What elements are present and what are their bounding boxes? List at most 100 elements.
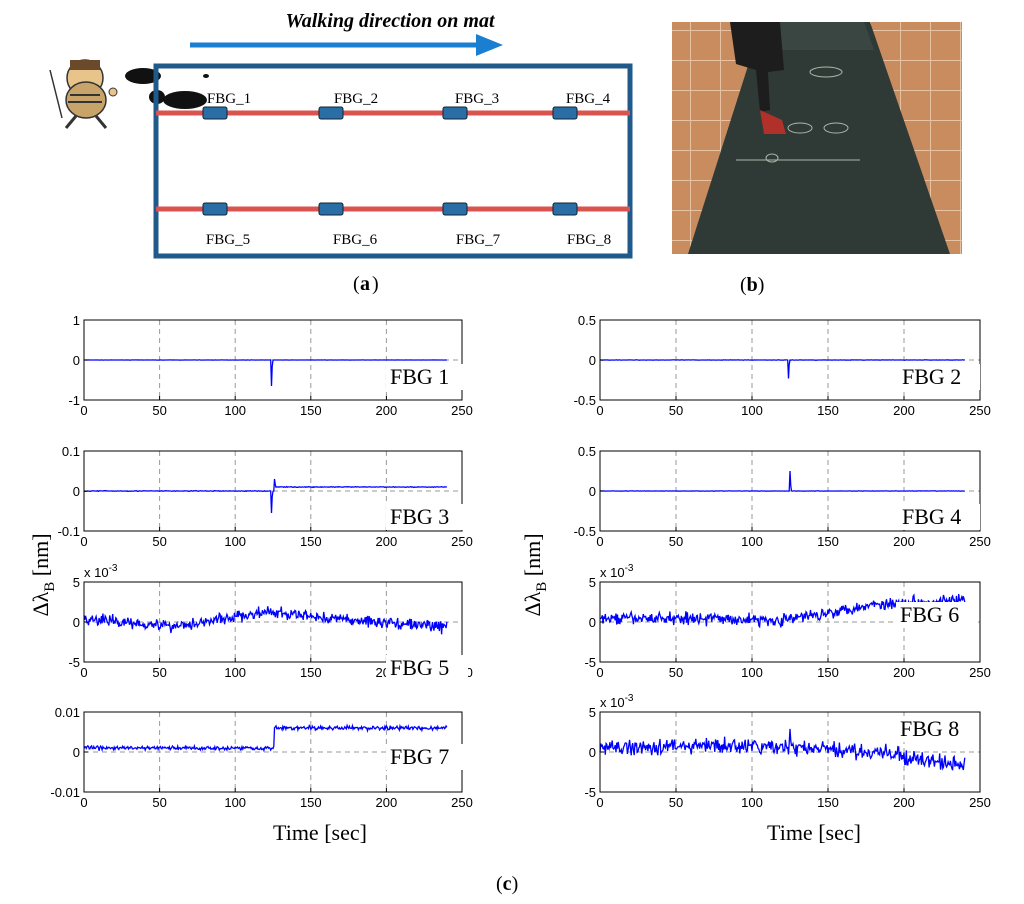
x-tick-label: 250 bbox=[451, 534, 473, 549]
y-tick-label: 0 bbox=[73, 745, 80, 760]
label-bg bbox=[896, 716, 978, 742]
series-label: FBG 2 bbox=[902, 364, 961, 389]
series-label: FBG 6 bbox=[900, 602, 959, 627]
x-tick-label: 200 bbox=[893, 665, 915, 680]
y-tick-label: -0.01 bbox=[50, 785, 80, 800]
label-fbg-1: FBG_1 bbox=[207, 91, 251, 107]
x-tick-label: 50 bbox=[669, 403, 683, 418]
y-exponent: x 10-3 bbox=[600, 563, 634, 580]
svg-text:a: a bbox=[360, 273, 370, 295]
mat-outline bbox=[153, 63, 633, 259]
y-tick-label: 0 bbox=[73, 615, 80, 630]
footprints-icon bbox=[125, 68, 209, 109]
x-tick-label: 150 bbox=[817, 795, 839, 810]
x-tick-label: 100 bbox=[741, 534, 763, 549]
x-tick-label: 150 bbox=[300, 795, 322, 810]
grating-fbg-8 bbox=[552, 202, 578, 216]
x-tick-label: 200 bbox=[376, 534, 398, 549]
gratings-bottom bbox=[202, 202, 578, 216]
y-tick-label: -1 bbox=[68, 393, 80, 408]
caption-c: (c) bbox=[496, 873, 518, 895]
label-fbg-8: FBG_8 bbox=[567, 232, 611, 248]
label-bg bbox=[386, 655, 468, 681]
x-tick-label: 50 bbox=[152, 403, 166, 418]
x-tick-label: 50 bbox=[669, 665, 683, 680]
signal-line bbox=[599, 470, 965, 492]
grating-fbg-5 bbox=[202, 202, 228, 216]
walking-direction-title: Walking direction on mat bbox=[285, 10, 496, 32]
x-tick-label: 0 bbox=[596, 665, 603, 680]
svg-text:(: ( bbox=[353, 273, 360, 295]
x-tick-label: 250 bbox=[451, 795, 473, 810]
x-tick-label: 150 bbox=[817, 665, 839, 680]
series-label: FBG 3 bbox=[390, 504, 449, 529]
grating-fbg-4 bbox=[552, 106, 578, 120]
x-tick-label: 150 bbox=[817, 403, 839, 418]
y-tick-label: 5 bbox=[73, 575, 80, 590]
series-label: FBG 7 bbox=[390, 744, 449, 769]
y-tick-label: -0.1 bbox=[58, 524, 80, 539]
y-tick-label: 5 bbox=[589, 705, 596, 720]
y-tick-label: 0.1 bbox=[62, 444, 80, 459]
y-tick-label: -5 bbox=[68, 655, 80, 670]
x-tick-label: 150 bbox=[817, 534, 839, 549]
x-tick-label: 100 bbox=[741, 665, 763, 680]
signal-line bbox=[83, 606, 448, 635]
y-tick-label: 0 bbox=[589, 353, 596, 368]
y-tick-label: 1 bbox=[73, 313, 80, 328]
caption-a: ( a ) bbox=[353, 273, 379, 295]
x-tick-label: 250 bbox=[969, 403, 991, 418]
x-tick-label: 200 bbox=[893, 795, 915, 810]
x-tick-label: 50 bbox=[152, 665, 166, 680]
x-tick-label: 250 bbox=[969, 795, 991, 810]
y-tick-label: -5 bbox=[584, 785, 596, 800]
x-tick-label: 0 bbox=[80, 534, 87, 549]
label-bg bbox=[898, 364, 980, 390]
y-exponent: x 10-3 bbox=[600, 693, 634, 710]
x-tick-label: 0 bbox=[596, 403, 603, 418]
grating-fbg-3 bbox=[442, 106, 468, 120]
y-tick-label: 0.01 bbox=[55, 705, 80, 720]
grating-fbg-2 bbox=[318, 106, 344, 120]
x-tick-label: 50 bbox=[152, 795, 166, 810]
gratings-top bbox=[202, 106, 578, 120]
x-tick-label: 0 bbox=[80, 795, 87, 810]
label-bg bbox=[896, 602, 978, 628]
x-tick-label: 100 bbox=[741, 403, 763, 418]
x-tick-label: 50 bbox=[669, 534, 683, 549]
direction-arrow bbox=[190, 34, 503, 56]
x-tick-label: 250 bbox=[969, 534, 991, 549]
y-tick-label: 0 bbox=[589, 615, 596, 630]
series-label: FBG 8 bbox=[900, 716, 959, 741]
x-tick-label: 50 bbox=[669, 795, 683, 810]
panel-a: Walking direction on mat bbox=[49, 10, 633, 295]
x-tick-label: 0 bbox=[596, 795, 603, 810]
x-tick-label: 200 bbox=[376, 795, 398, 810]
y-tick-label: 0 bbox=[589, 745, 596, 760]
grating-fbg-1 bbox=[202, 106, 228, 120]
x-tick-label: 0 bbox=[596, 534, 603, 549]
xlabel-right: Time [sec] bbox=[767, 820, 861, 845]
x-tick-label: 0 bbox=[80, 403, 87, 418]
ylabel-left: ΔλB [nm] bbox=[28, 533, 58, 616]
sensing-mat-photo bbox=[688, 22, 950, 254]
ylabel-right: ΔλB [nm] bbox=[520, 533, 550, 616]
label-fbg-6: FBG_6 bbox=[333, 232, 378, 248]
y-tick-label: -0.5 bbox=[574, 524, 596, 539]
y-tick-label: -0.5 bbox=[574, 393, 596, 408]
x-tick-label: 200 bbox=[893, 403, 915, 418]
grating-fbg-6 bbox=[318, 202, 344, 216]
y-tick-label: 0 bbox=[73, 353, 80, 368]
y-tick-label: 0.5 bbox=[578, 313, 596, 328]
label-fbg-5: FBG_5 bbox=[206, 232, 250, 248]
y-tick-label: -5 bbox=[584, 655, 596, 670]
x-tick-label: 0 bbox=[80, 665, 87, 680]
caption-b: (b) bbox=[740, 274, 764, 296]
